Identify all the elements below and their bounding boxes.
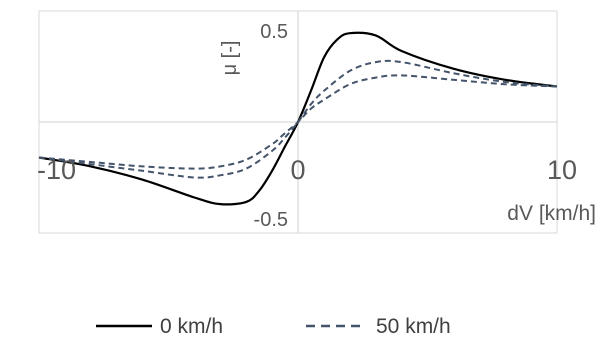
legend-item-50-km-h: 50 km/h	[306, 315, 451, 338]
x-tick-label: 10	[547, 155, 577, 185]
legend-item-0-km-h: 0 km/h	[96, 315, 223, 338]
y-tick-label: -0.5	[254, 209, 288, 231]
y-axis-label: μ [-]	[219, 41, 241, 76]
legend-label-0-km-h: 0 km/h	[160, 315, 223, 338]
legend-label-50-km-h: 50 km/h	[376, 315, 451, 338]
x-axis-label: dV [km/h]	[507, 202, 596, 225]
x-tick-label: -10	[37, 155, 76, 185]
x-tick-label: 0	[290, 155, 305, 185]
tick-labels: -10 0 10 0.5 -0.5	[37, 21, 577, 231]
y-tick-label: 0.5	[260, 21, 288, 43]
legend: 0 km/h 50 km/h	[96, 315, 451, 338]
